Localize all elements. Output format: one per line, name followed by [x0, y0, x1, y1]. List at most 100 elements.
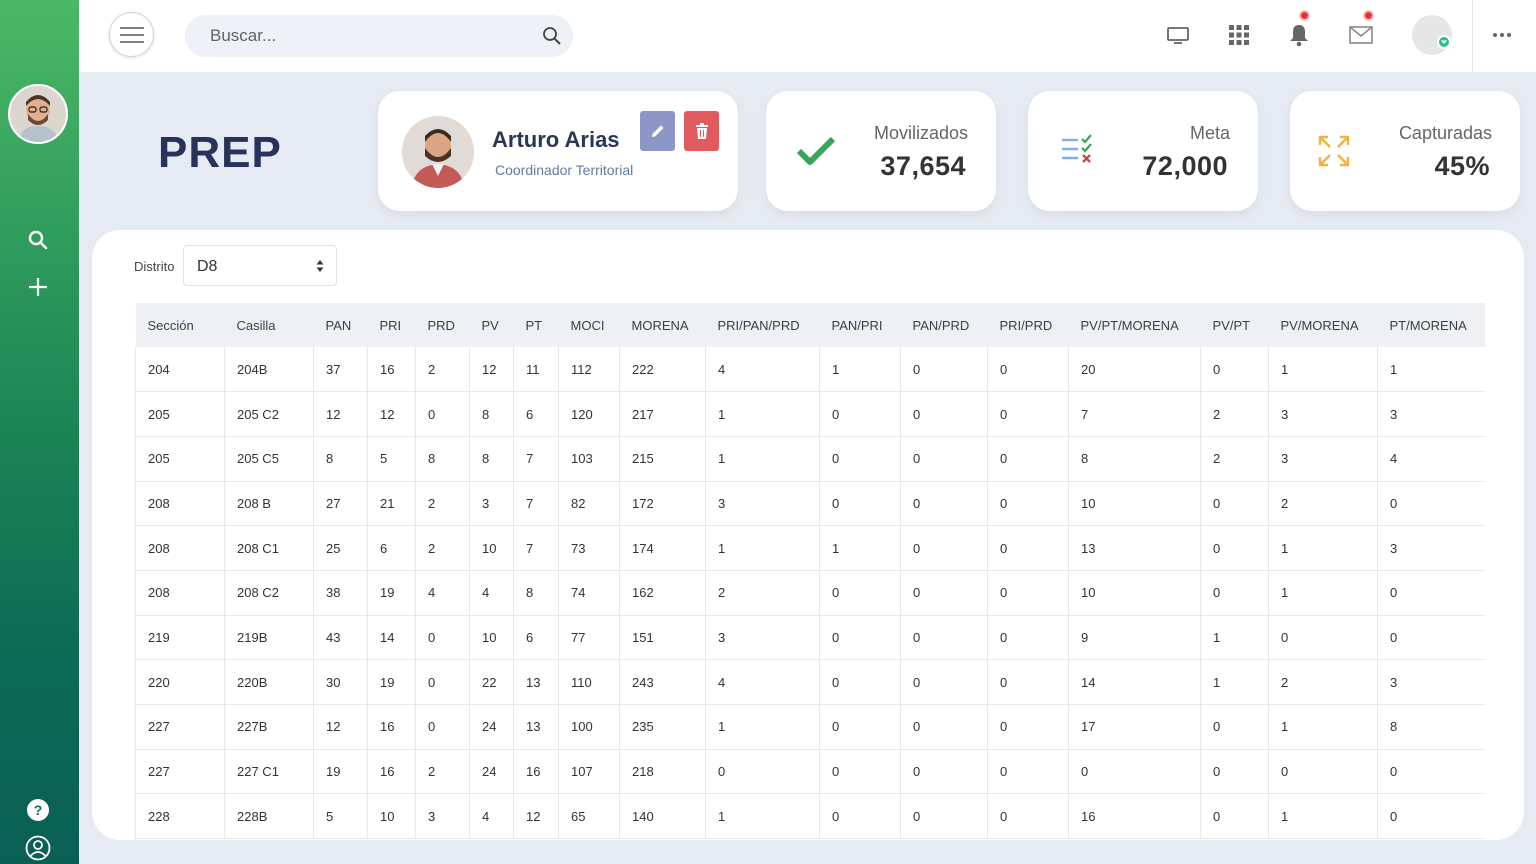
search-icon [543, 27, 561, 45]
table-cell: 16 [367, 347, 416, 393]
search-button[interactable] [533, 17, 571, 55]
table-cell: 6 [367, 525, 416, 571]
apps-grid-icon[interactable] [1224, 20, 1254, 50]
table-cell: 8 [415, 436, 470, 482]
table-cell: 0 [1200, 525, 1269, 571]
divider [1472, 0, 1473, 72]
table-cell: 0 [1200, 481, 1269, 527]
table-cell: 3 [705, 481, 820, 527]
table-cell: 16 [367, 749, 416, 795]
table-cell: 0 [900, 749, 988, 795]
table-cell: 222 [619, 347, 706, 393]
table-cell: 1 [1268, 793, 1378, 840]
notification-badge [1299, 10, 1310, 21]
table-cell: 43 [313, 615, 368, 661]
stat-value: 72,000 [1142, 151, 1228, 181]
table-cell: 0 [900, 704, 988, 750]
sidebar-add-icon[interactable] [24, 273, 52, 301]
column-header[interactable]: Casilla [236, 317, 276, 333]
table-cell: 0 [1268, 749, 1378, 795]
table-cell: 0 [415, 391, 470, 437]
search-input[interactable] [185, 15, 535, 57]
table-cell: 7 [513, 481, 559, 527]
table-cell: 7 [513, 525, 559, 571]
more-options-icon[interactable] [1489, 22, 1515, 48]
table-row[interactable]: 205 205 C5 8 5 8 8 7 103 215 1 0 0 0 8 2 3 4 [135, 436, 1485, 482]
table-row[interactable]: 220 220B 30 19 0 22 13 110 243 4 0 0 0 14 1 2 3 [135, 659, 1485, 705]
table-cell: 10 [367, 793, 416, 840]
column-header[interactable]: PAN [325, 317, 352, 333]
column-header[interactable]: PV [481, 317, 499, 333]
expand-icon [1312, 131, 1356, 171]
table-cell: 3 [1377, 525, 1485, 571]
column-header[interactable]: PT [525, 317, 543, 333]
table-row[interactable]: 219 219B 43 14 0 10 6 77 151 3 0 0 0 9 1 0 0 [135, 615, 1485, 661]
table-row[interactable]: 208 208 C1 25 6 2 10 7 73 174 1 1 0 0 13 0 1 3 [135, 525, 1485, 571]
table-cell: 208 C1 [224, 525, 314, 571]
table-cell: 205 [135, 391, 225, 437]
mail-icon[interactable] [1346, 20, 1376, 50]
column-header[interactable]: PAN/PRD [912, 317, 970, 333]
column-header[interactable]: PRD [427, 317, 455, 333]
bell-icon[interactable] [1284, 20, 1314, 50]
delete-button[interactable] [684, 111, 719, 151]
table-cell: 0 [900, 436, 988, 482]
profile-card: Arturo Arias Coordinador Territorial [378, 91, 738, 211]
online-status-icon [1437, 35, 1451, 49]
help-icon[interactable]: ? [24, 796, 52, 824]
table-row[interactable]: 227 227B 12 16 0 24 13 100 235 1 0 0 0 17 0 1 8 [135, 704, 1485, 750]
column-header[interactable]: PV/MORENA [1280, 317, 1359, 333]
column-header[interactable]: PRI/PRD [999, 317, 1053, 333]
table-cell: 0 [819, 793, 901, 840]
column-header[interactable]: PRI/PAN/PRD [717, 317, 800, 333]
column-header[interactable]: Sección [147, 317, 194, 333]
table-cell: 3 [415, 793, 470, 840]
edit-button[interactable] [640, 111, 675, 151]
table-cell: 0 [1200, 347, 1269, 393]
table-cell: 1 [1200, 615, 1269, 661]
column-header[interactable]: MORENA [631, 317, 689, 333]
table-row[interactable]: 204 204B 37 16 2 12 11 112 222 4 1 0 0 20 0 1 1 [135, 347, 1485, 393]
table-cell: 0 [1200, 749, 1269, 795]
table-cell: 228B [224, 793, 314, 840]
table-row[interactable]: 208 208 B 27 21 2 3 7 82 172 3 0 0 0 10 0 2 0 [135, 481, 1485, 527]
monitor-icon[interactable] [1163, 20, 1193, 50]
column-header[interactable]: PV/PT/MORENA [1080, 317, 1179, 333]
stat-card-capturadas: Capturadas 45% [1290, 91, 1520, 211]
sidebar-search-icon[interactable] [24, 226, 52, 254]
table-row[interactable]: 208 208 C2 38 19 4 4 8 74 162 2 0 0 0 10 0 1 0 [135, 570, 1485, 616]
table-cell: 12 [313, 704, 368, 750]
table-cell: 8 [313, 436, 368, 482]
menu-button[interactable] [109, 12, 154, 57]
table-cell: 1 [1268, 525, 1378, 571]
table-cell: 3 [1377, 391, 1485, 437]
table-cell: 0 [1377, 793, 1485, 840]
table-cell: 0 [987, 391, 1069, 437]
table-cell: 13 [513, 659, 559, 705]
table-cell: 162 [619, 570, 706, 616]
table-row[interactable]: 205 205 C2 12 12 0 8 6 120 217 1 0 0 0 7 2 3 3 [135, 391, 1485, 437]
table-cell: 2 [415, 347, 470, 393]
table-row[interactable]: 227 227 C1 19 16 2 24 16 107 218 0 0 0 0 0 0 0 0 [135, 749, 1485, 795]
table-cell: 1 [705, 436, 820, 482]
table-cell: 208 [135, 525, 225, 571]
column-header[interactable]: PRI [379, 317, 402, 333]
table-cell: 0 [987, 525, 1069, 571]
table-cell: 0 [415, 615, 470, 661]
table-cell: 174 [619, 525, 706, 571]
table-cell: 0 [900, 793, 988, 840]
distrito-select[interactable]: D8 [183, 245, 337, 286]
column-header[interactable]: PAN/PRI [831, 317, 883, 333]
column-header[interactable]: PT/MORENA [1389, 317, 1467, 333]
table-row[interactable]: 228 228B 5 10 3 4 12 65 140 1 0 0 0 16 0 1 0 [135, 793, 1485, 840]
table-cell: 110 [558, 659, 620, 705]
table-cell: 3 [1268, 436, 1378, 482]
table-cell: 204 [135, 347, 225, 393]
user-circle-icon[interactable] [24, 834, 52, 862]
table-cell: 9 [1068, 615, 1201, 661]
column-header[interactable]: PV/PT [1212, 317, 1251, 333]
column-header[interactable]: MOCI [570, 317, 605, 333]
sidebar: ? [0, 0, 79, 864]
table-cell: 0 [705, 749, 820, 795]
sidebar-avatar[interactable] [8, 84, 68, 144]
